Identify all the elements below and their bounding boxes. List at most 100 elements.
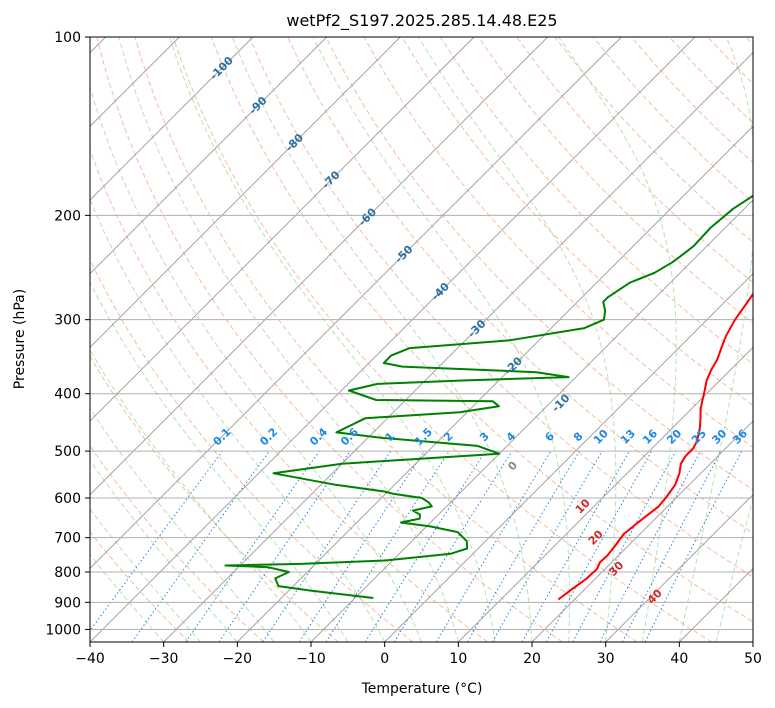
isotherm <box>90 37 622 569</box>
isotherm-label: -10 <box>549 391 572 414</box>
mixing-ratio-label: 0.4 <box>307 425 330 448</box>
moist-adiabat <box>90 508 201 642</box>
series-layer <box>224 194 753 601</box>
mixing-ratio-line <box>90 450 223 632</box>
moist-adiabat <box>90 85 422 642</box>
dry-adiabat <box>90 445 264 642</box>
dry-adiabat <box>439 37 753 365</box>
dry-adiabat <box>401 37 753 406</box>
y-tick-label: 100 <box>54 30 81 46</box>
x-tick-label: 50 <box>744 651 762 667</box>
dry-adiabat <box>172 37 712 642</box>
isotherm <box>605 494 753 642</box>
mixing-ratio-line <box>131 450 270 642</box>
x-tick-label: −40 <box>75 651 105 667</box>
dry-adiabat <box>707 37 753 85</box>
dry-adiabat <box>478 37 753 324</box>
moist-adiabat <box>678 37 753 642</box>
x-tick-label: 30 <box>597 651 615 667</box>
dry-adiabat <box>592 37 753 203</box>
x-tick-label: 40 <box>670 651 688 667</box>
isotherm <box>679 567 753 642</box>
mixing-ratio-line <box>467 450 580 642</box>
dry-adiabat <box>90 355 339 642</box>
isotherm <box>90 37 254 201</box>
plot-frame <box>89 36 754 643</box>
y-tick-label: 900 <box>54 595 81 611</box>
dry-adiabat <box>554 37 753 243</box>
moist-adiabat <box>90 198 386 642</box>
mixing-ratio-label: 16 <box>640 427 660 447</box>
moist-adiabat <box>90 281 349 642</box>
mixing-ratio-label: 0.1 <box>211 425 234 448</box>
isotherm <box>90 37 475 422</box>
moist-adiabat-label: 40 <box>645 586 665 606</box>
dry-adiabat <box>325 37 753 491</box>
mixing-ratio-label: 25 <box>689 427 709 447</box>
mixing-ratio-label: 3 <box>477 430 492 445</box>
y-tick-label: 1000 <box>45 622 81 638</box>
mixing-ratio-line <box>262 450 392 642</box>
mixing-ratio-label: 30 <box>709 427 729 447</box>
isotherm <box>237 125 753 642</box>
mixing-ratio-line <box>393 450 513 642</box>
background-lines <box>90 37 753 642</box>
isotherm <box>752 641 753 642</box>
mixing-ratio-label: 10 <box>591 427 611 447</box>
isotherm <box>531 420 753 642</box>
chart-title: wetPf2_S197.2025.285.14.48.E25 <box>286 11 557 31</box>
mixing-ratio-label: 0.2 <box>257 425 280 448</box>
mixing-ratio-line <box>621 450 722 642</box>
x-tick-label: 10 <box>449 651 467 667</box>
moist-adiabat <box>558 37 677 642</box>
dry-adiabat <box>516 37 753 284</box>
x-tick-label: −20 <box>223 651 253 667</box>
moist-adiabat-label: 0 <box>505 459 520 474</box>
mixing-ratio-line <box>545 450 653 642</box>
isotherm <box>458 346 753 642</box>
moist-adiabat-label: 30 <box>606 559 626 579</box>
isotherm <box>384 273 753 642</box>
isotherm <box>90 37 696 642</box>
moist-adiabat <box>312 37 570 642</box>
mixing-ratio-label: 0.6 <box>338 425 361 448</box>
dry-adiabat <box>249 37 753 578</box>
y-tick-label: 400 <box>54 387 81 403</box>
mixing-ratio-line <box>572 450 677 642</box>
dry-adiabat <box>363 37 753 448</box>
moist-adiabat <box>168 37 496 642</box>
x-axis: −40 −30 −20 −10 0 10 20 30 40 50 <box>75 642 762 667</box>
moist-adiabat <box>715 497 753 642</box>
isotherm <box>310 199 753 642</box>
mixing-ratio-line <box>298 450 425 642</box>
isotherm <box>90 37 401 348</box>
mixing-ratio-line <box>218 450 351 642</box>
mixing-ratio-line <box>435 450 552 642</box>
y-axis-label: Pressure (hPa) <box>12 289 28 389</box>
moist-adiabat <box>118 37 459 642</box>
dry-adiabat <box>669 37 753 124</box>
dry-adiabat <box>745 37 753 45</box>
dry-adiabat <box>90 258 414 642</box>
temperature-line <box>557 292 753 601</box>
moist-adiabat <box>418 37 617 642</box>
y-axis: 100 200 300 400 500 600 700 800 900 1000 <box>45 30 90 638</box>
moist-adiabat <box>90 349 312 642</box>
y-tick-label: 800 <box>54 565 81 581</box>
dewpoint-line <box>224 194 753 599</box>
moist-adiabat <box>90 407 275 642</box>
mixing-ratio-line <box>521 450 630 642</box>
y-tick-label: 300 <box>54 313 81 329</box>
isotherm <box>90 37 327 275</box>
y-tick-label: 600 <box>54 491 81 507</box>
mixing-ratio-line <box>185 450 320 642</box>
isotherm <box>163 52 753 642</box>
dry-adiabat <box>134 37 638 642</box>
dry-adiabat <box>90 531 190 642</box>
mixing-ratio-label: 13 <box>618 427 638 447</box>
y-tick-label: 200 <box>54 208 81 224</box>
y-tick-label: 500 <box>54 444 81 460</box>
x-tick-label: −10 <box>296 651 326 667</box>
mixing-ratio-label: 1 <box>383 430 398 445</box>
